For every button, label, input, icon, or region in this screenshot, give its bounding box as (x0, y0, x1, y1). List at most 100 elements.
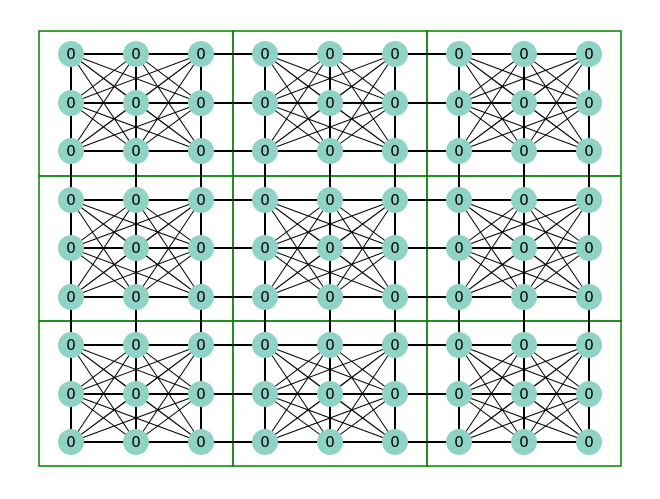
graph-node: 0 (58, 235, 84, 261)
node-label: 0 (390, 336, 400, 354)
node-label: 0 (390, 239, 400, 257)
node-circle (188, 429, 214, 455)
graph-node: 0 (446, 429, 472, 455)
graph-node: 0 (446, 381, 472, 407)
node-circle (382, 187, 408, 213)
graph-node: 0 (317, 138, 343, 164)
graph-node: 0 (317, 284, 343, 310)
node-label: 0 (66, 94, 76, 112)
graph-node: 0 (511, 138, 537, 164)
graph-node: 0 (58, 332, 84, 358)
node-label: 0 (196, 191, 206, 209)
node-label: 0 (131, 239, 141, 257)
node-label: 0 (196, 433, 206, 451)
block-edge (264, 344, 396, 395)
node-label: 0 (454, 191, 464, 209)
block-edge (458, 344, 525, 395)
graph-node: 0 (382, 138, 408, 164)
block-edge (135, 393, 202, 443)
node-label: 0 (196, 385, 206, 403)
graph-node: 0 (188, 284, 214, 310)
graph-node: 0 (446, 90, 472, 116)
node-label: 0 (131, 336, 141, 354)
node-circle (446, 381, 472, 407)
graph-node: 0 (58, 381, 84, 407)
node-circle (576, 235, 602, 261)
node-circle (576, 332, 602, 358)
node-circle (317, 332, 343, 358)
block-edge (458, 199, 590, 249)
node-label: 0 (519, 45, 529, 63)
node-label: 0 (260, 142, 270, 160)
graph-node: 0 (58, 41, 84, 67)
node-circle (511, 284, 537, 310)
graph-node: 0 (188, 235, 214, 261)
node-label: 0 (454, 45, 464, 63)
node-circle (188, 332, 214, 358)
node-circle (188, 138, 214, 164)
node-label: 0 (196, 336, 206, 354)
node-label: 0 (325, 45, 335, 63)
node-label: 0 (390, 142, 400, 160)
node-label: 0 (131, 94, 141, 112)
graph-node: 0 (446, 138, 472, 164)
block-edge (264, 102, 331, 152)
graph-node: 0 (511, 187, 537, 213)
node-label: 0 (196, 142, 206, 160)
block-edge (523, 53, 590, 152)
node-circle (576, 187, 602, 213)
node-circle (576, 138, 602, 164)
node-label: 0 (66, 433, 76, 451)
graph-node: 0 (382, 187, 408, 213)
node-label: 0 (454, 336, 464, 354)
node-circle (317, 429, 343, 455)
graph-node: 0 (576, 332, 602, 358)
node-circle (123, 284, 149, 310)
graph-nodes: 0 0 0 0 0 0 0 0 0 0 0 0 0 0 0 0 0 0 0 0 0 0 0 0 0 0 0 0 0 0 0 0 0 0 0 0 0 0 0 0… (58, 41, 602, 455)
block-edge (523, 393, 590, 443)
graph-node: 0 (446, 235, 472, 261)
node-label: 0 (131, 288, 141, 306)
node-circle (252, 381, 278, 407)
block-edge (135, 199, 202, 298)
node-label: 0 (196, 45, 206, 63)
node-label: 0 (584, 191, 594, 209)
block-edge (329, 247, 396, 298)
node-circle (123, 90, 149, 116)
block-edge (329, 344, 396, 443)
graph-node: 0 (123, 41, 149, 67)
block-edge (70, 199, 202, 249)
node-circle (252, 235, 278, 261)
node-label: 0 (260, 94, 270, 112)
block-edge (70, 344, 137, 395)
node-circle (123, 138, 149, 164)
node-circle (58, 187, 84, 213)
node-circle (317, 284, 343, 310)
block-edge (70, 344, 202, 395)
node-label: 0 (66, 336, 76, 354)
node-label: 0 (260, 45, 270, 63)
graph-node: 0 (252, 138, 278, 164)
block-edge (135, 102, 202, 152)
node-circle (58, 332, 84, 358)
graph-node: 0 (188, 332, 214, 358)
graph-node: 0 (576, 41, 602, 67)
node-circle (188, 235, 214, 261)
node-circle (382, 235, 408, 261)
graph-node: 0 (511, 41, 537, 67)
node-label: 0 (260, 288, 270, 306)
block-edge (70, 247, 202, 298)
node-circle (317, 381, 343, 407)
block-edge (70, 393, 202, 443)
graph-node: 0 (58, 284, 84, 310)
block-edge (264, 344, 331, 443)
node-label: 0 (584, 45, 594, 63)
block-edge (523, 344, 590, 443)
node-label: 0 (260, 336, 270, 354)
node-circle (511, 187, 537, 213)
node-circle (58, 41, 84, 67)
node-circle (123, 332, 149, 358)
node-circle (252, 187, 278, 213)
node-circle (576, 41, 602, 67)
